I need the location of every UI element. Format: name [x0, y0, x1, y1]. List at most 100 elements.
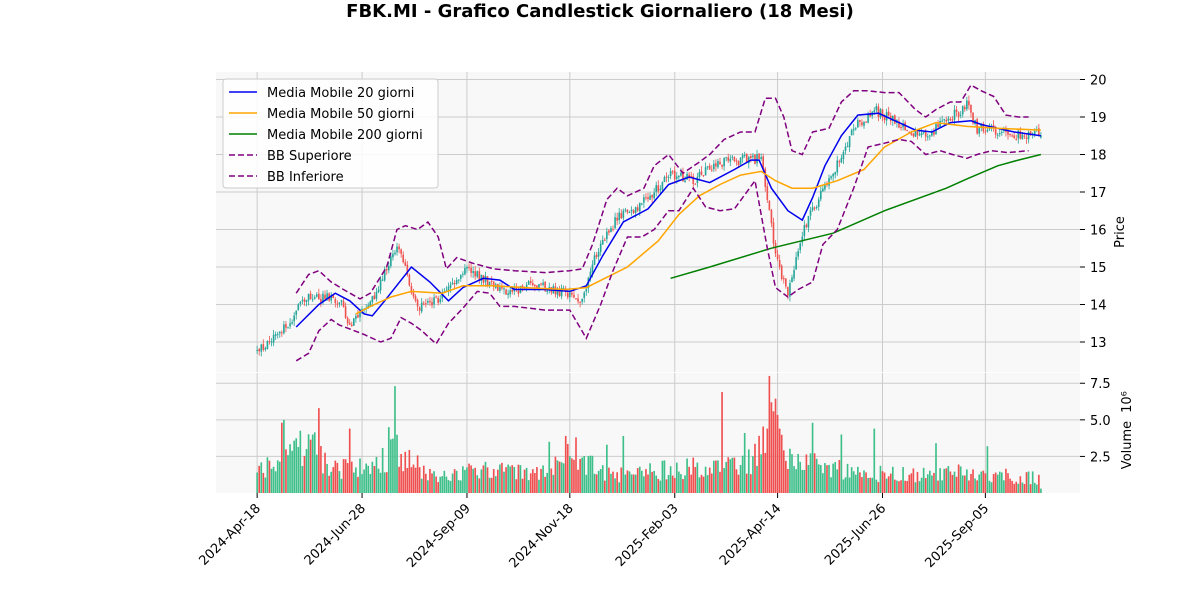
- candle-body: [492, 281, 495, 287]
- volume-bar: [406, 467, 409, 493]
- candle-body: [774, 243, 777, 254]
- candle-body: [857, 120, 859, 128]
- candle-body: [624, 209, 627, 211]
- volume-bar: [299, 430, 302, 493]
- volume-bar: [735, 469, 738, 493]
- volume-bar: [1019, 476, 1022, 493]
- volume-bar: [540, 468, 542, 493]
- volume-bar: [449, 480, 452, 493]
- volume-bar: [536, 467, 538, 493]
- candle-body: [486, 276, 489, 287]
- x-tick-label: 2025-Apr-14: [717, 501, 784, 568]
- volume-bar: [684, 475, 686, 493]
- candle-body: [636, 207, 639, 211]
- candle-body: [951, 119, 954, 121]
- volume-bar: [745, 473, 748, 493]
- candle-body: [702, 175, 705, 177]
- candle-body: [1001, 131, 1003, 133]
- candle-body: [931, 131, 933, 136]
- volume-bar: [774, 398, 777, 493]
- candle-body: [462, 273, 464, 275]
- volume-bar: [678, 471, 680, 493]
- candle-body: [737, 161, 740, 166]
- candle-body: [326, 293, 328, 300]
- volume-bar: [256, 472, 258, 493]
- volume-bar: [854, 474, 857, 493]
- volume-bar: [427, 480, 429, 493]
- candle-body: [684, 180, 686, 183]
- price-axis-label: Price: [1113, 216, 1128, 248]
- volume-bar: [616, 472, 618, 493]
- candle-body: [700, 171, 703, 175]
- volume-bar: [721, 392, 723, 493]
- volume-bar: [756, 465, 758, 493]
- volume-bar: [490, 477, 493, 493]
- volume-bar: [494, 476, 497, 493]
- candle-body: [797, 251, 799, 257]
- candle-body: [320, 298, 322, 303]
- candle-body: [509, 290, 511, 295]
- volume-bar: [614, 478, 616, 493]
- candle-body: [464, 267, 466, 275]
- volume-bar: [733, 457, 736, 493]
- volume-bar: [338, 471, 341, 493]
- candle-body: [725, 157, 727, 159]
- volume-bar: [534, 472, 536, 493]
- candle-body: [727, 157, 730, 161]
- volume-bar: [390, 439, 392, 493]
- candle-body: [1025, 137, 1028, 139]
- volume-bar: [877, 482, 880, 493]
- volume-bar: [838, 459, 841, 493]
- volume-bar: [270, 468, 273, 493]
- volume-bar: [1033, 482, 1036, 493]
- candle-body: [791, 277, 793, 283]
- candle-body: [842, 151, 845, 159]
- chart-title: FBK.MI - Grafico Candlestick Giornaliero…: [346, 1, 854, 22]
- candle-body: [258, 348, 261, 352]
- candle-body: [834, 172, 837, 175]
- candle-body: [573, 294, 575, 298]
- candle-body: [564, 288, 567, 293]
- candle-body: [425, 303, 427, 305]
- volume-bar: [472, 468, 474, 493]
- candle-body: [630, 209, 633, 212]
- candle-body: [622, 210, 625, 219]
- candle-body: [970, 104, 972, 113]
- candle-body: [906, 130, 909, 132]
- volume-bar: [859, 472, 861, 493]
- candle-body: [963, 106, 966, 110]
- volume-bar: [480, 469, 483, 493]
- candle-body: [455, 279, 458, 284]
- candle-body: [787, 287, 789, 296]
- candle-body: [410, 286, 413, 294]
- volume-bar: [805, 454, 808, 493]
- volume-bar: [585, 474, 588, 493]
- candle-body: [612, 228, 614, 230]
- volume-bar: [262, 472, 265, 493]
- candle-body: [692, 176, 695, 184]
- volume-bar: [772, 411, 775, 493]
- volume-bar: [445, 476, 448, 493]
- volume-bar: [725, 461, 727, 493]
- candle-body: [803, 225, 806, 236]
- volume-bar: [998, 471, 1001, 493]
- candle-body: [324, 294, 326, 300]
- volume-bar: [628, 471, 631, 493]
- volume-bar: [507, 464, 509, 493]
- volume-bar: [933, 472, 935, 493]
- candle-body: [418, 307, 421, 311]
- volume-axis-label: Volume: [1120, 421, 1135, 469]
- candle-body: [719, 161, 721, 165]
- candle-body: [439, 299, 442, 303]
- volume-bar: [760, 454, 762, 493]
- volume-bar: [457, 480, 460, 493]
- volume-bar: [1021, 482, 1024, 493]
- candle-body: [877, 106, 880, 117]
- candle-body: [453, 282, 456, 285]
- volume-bar: [710, 473, 713, 493]
- volume-panel: 2.5 5.0 7.5 Volume 10⁶: [216, 373, 1135, 493]
- candle-body: [1038, 128, 1040, 137]
- volume-bar: [704, 466, 707, 493]
- volume-bar: [990, 482, 993, 493]
- candle-body: [593, 255, 596, 265]
